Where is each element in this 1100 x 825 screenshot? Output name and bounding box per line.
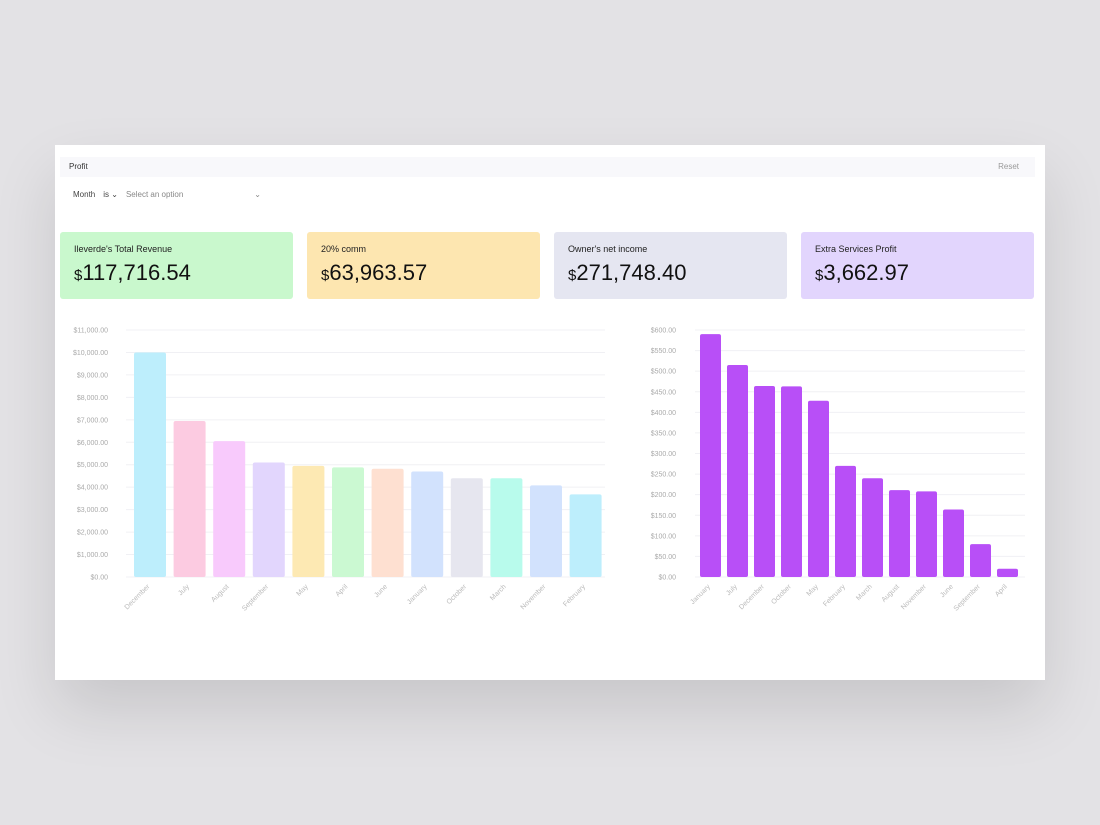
page-title: Profit xyxy=(69,162,88,171)
x-tick-label: December xyxy=(124,583,152,611)
x-tick-label: July xyxy=(725,583,739,597)
y-tick-label: $0.00 xyxy=(658,575,676,582)
y-tick-label: $6,000.00 xyxy=(77,440,108,447)
bar-march xyxy=(862,478,883,577)
x-tick-label: October xyxy=(770,583,793,606)
operator-value: is xyxy=(103,190,110,199)
select-placeholder: Select an option xyxy=(125,190,184,199)
y-tick-label: $5,000.00 xyxy=(77,462,108,469)
y-tick-label: $400.00 xyxy=(651,410,676,417)
kpi-card: 20% comm $63,963.57 xyxy=(307,232,540,299)
x-tick-label: July xyxy=(177,583,191,597)
bar-november xyxy=(530,485,562,577)
y-tick-label: $7,000.00 xyxy=(77,417,108,424)
kpi-label: Ileverde's Total Revenue xyxy=(74,244,173,254)
y-tick-label: $550.00 xyxy=(651,348,676,355)
y-tick-label: $4,000.00 xyxy=(77,485,108,492)
operator-select[interactable]: is ⌄ xyxy=(103,190,118,199)
y-tick-label: $350.00 xyxy=(651,430,676,437)
bar-june xyxy=(943,509,964,577)
chevron-down-icon: ⌄ xyxy=(111,190,118,199)
x-tick-label: June xyxy=(939,583,955,599)
x-tick-label: February xyxy=(822,583,847,608)
x-tick-label: March xyxy=(855,583,874,602)
bar-september xyxy=(970,544,991,577)
x-tick-label: April xyxy=(335,583,350,598)
chevron-down-icon: ⌄ xyxy=(254,190,261,199)
kpi-value: $3,662.97 xyxy=(815,260,909,285)
y-tick-label: $3,000.00 xyxy=(77,507,108,514)
kpi-value: $271,748.40 xyxy=(568,260,687,285)
bar-november xyxy=(916,491,937,577)
kpi-label: 20% comm xyxy=(321,244,367,254)
y-tick-label: $300.00 xyxy=(651,451,676,458)
x-tick-label: November xyxy=(900,583,928,611)
bar-august xyxy=(889,490,910,577)
reset-button[interactable]: Reset xyxy=(998,162,1019,171)
bar-february xyxy=(835,465,856,577)
y-tick-label: $50.00 xyxy=(655,554,677,561)
bar-january xyxy=(700,334,721,577)
x-tick-label: August xyxy=(881,583,901,603)
x-tick-label: May xyxy=(806,583,821,598)
x-tick-label: June xyxy=(373,583,389,599)
kpi-label: Extra Services Profit xyxy=(815,244,897,254)
y-tick-label: $9,000.00 xyxy=(77,372,108,379)
bar-april xyxy=(332,467,364,577)
x-tick-label: January xyxy=(689,583,712,606)
y-tick-label: $10,000.00 xyxy=(73,350,108,357)
y-tick-label: $0.00 xyxy=(90,575,108,582)
bar-february xyxy=(569,494,602,577)
bar-july xyxy=(727,364,748,577)
x-tick-label: October xyxy=(446,583,469,606)
y-tick-label: $450.00 xyxy=(651,389,676,396)
y-tick-label: $1,000.00 xyxy=(77,552,108,559)
kpi-value: $117,716.54 xyxy=(74,260,191,285)
x-tick-label: April xyxy=(994,583,1009,598)
y-tick-label: $500.00 xyxy=(651,369,676,376)
bar-october xyxy=(781,386,802,577)
y-tick-label: $600.00 xyxy=(651,328,676,335)
bar-march xyxy=(490,478,523,577)
bar-april xyxy=(997,568,1018,577)
x-tick-label: August xyxy=(210,583,230,603)
x-tick-label: December xyxy=(738,583,766,611)
bar-december xyxy=(134,352,166,577)
kpi-card: Ileverde's Total Revenue $117,716.54 xyxy=(60,232,293,299)
bar-may xyxy=(292,465,325,577)
filter-field: Month xyxy=(73,190,96,199)
x-tick-label: January xyxy=(406,583,429,606)
kpi-label: Owner's net income xyxy=(568,244,648,254)
month-filter: Month is ⌄ Select an option ⌄ xyxy=(73,190,261,199)
x-tick-label: May xyxy=(296,583,311,598)
x-tick-label: November xyxy=(520,583,548,611)
y-tick-label: $2,000.00 xyxy=(77,530,108,537)
kpi-value: $63,963.57 xyxy=(321,260,428,285)
y-tick-label: $150.00 xyxy=(651,513,676,520)
y-tick-label: $11,000.00 xyxy=(73,328,108,335)
x-tick-label: September xyxy=(953,583,983,613)
bar-october xyxy=(450,478,483,577)
bar-june xyxy=(371,468,404,577)
y-tick-label: $100.00 xyxy=(651,533,676,540)
x-tick-label: September xyxy=(241,583,271,613)
bar-may xyxy=(808,400,829,577)
y-tick-label: $200.00 xyxy=(651,492,676,499)
bar-august xyxy=(213,441,246,577)
y-tick-label: $8,000.00 xyxy=(77,395,108,402)
bar-january xyxy=(411,471,444,577)
charts: $0.00 $1,000.00 $2,000.00 $3,000.00 $4,000.0… xyxy=(73,328,1025,613)
value-select[interactable]: Select an option ⌄ xyxy=(126,190,261,199)
kpi-card: Owner's net income $271,748.40 xyxy=(554,232,787,299)
x-tick-label: February xyxy=(562,583,587,608)
bar-july xyxy=(173,420,206,577)
y-tick-label: $250.00 xyxy=(651,472,676,479)
x-tick-label: March xyxy=(489,583,508,602)
bar-september xyxy=(252,462,285,577)
bar-december xyxy=(754,385,775,577)
dashboard-card: Profit Reset Month is ⌄ Select an option… xyxy=(55,145,1045,680)
header-bar: Profit Reset xyxy=(60,157,1035,177)
kpi-card: Extra Services Profit $3,662.97 xyxy=(801,232,1034,299)
